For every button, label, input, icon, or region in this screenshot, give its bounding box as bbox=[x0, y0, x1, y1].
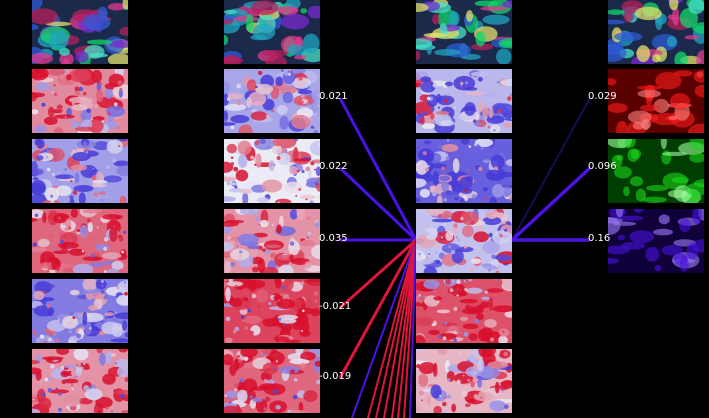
col-a-tile-3-image bbox=[32, 209, 128, 273]
col-a-tile-4 bbox=[32, 279, 128, 343]
col-d-tile-1 bbox=[608, 69, 704, 133]
col-c-tile-5 bbox=[416, 349, 512, 413]
weight-out-label-1: 0.096 bbox=[588, 161, 617, 172]
col-b-tile-5 bbox=[224, 349, 320, 413]
col-c-tile-1-image bbox=[416, 69, 512, 133]
weight-in-label-3: -0.021 bbox=[319, 301, 352, 312]
offscreen-wire-1 bbox=[367, 239, 417, 418]
col-b-tile-1 bbox=[224, 69, 320, 133]
col-a-tile-2-image bbox=[32, 139, 128, 203]
col-c-tile-5-image bbox=[416, 349, 512, 413]
col-c-tile-4-image bbox=[416, 279, 512, 343]
weight-in-wire-1 bbox=[338, 166, 418, 242]
col-b-tile-0-image bbox=[224, 0, 320, 64]
col-a-tile-3 bbox=[32, 209, 128, 273]
col-c-tile-4 bbox=[416, 279, 512, 343]
offscreen-wire-0 bbox=[351, 239, 417, 418]
weight-in-label-4: -0.019 bbox=[319, 371, 352, 382]
col-a-tile-1-image bbox=[32, 69, 128, 133]
offscreen-wire-2 bbox=[375, 239, 417, 418]
col-c-tile-2 bbox=[416, 139, 512, 203]
col-b-tile-2 bbox=[224, 139, 320, 203]
col-a-tile-0 bbox=[32, 0, 128, 64]
weight-out-wire-1 bbox=[510, 166, 592, 242]
col-a-tile-5 bbox=[32, 349, 128, 413]
col-b-tile-2-image bbox=[224, 139, 320, 203]
weight-out-wire-0 bbox=[511, 97, 591, 241]
col-d-tile-2 bbox=[608, 139, 704, 203]
col-d-tile-3-image bbox=[608, 209, 704, 273]
col-d-tile-2-image bbox=[608, 139, 704, 203]
weight-in-wire-0 bbox=[338, 97, 418, 241]
col-d-tile-3 bbox=[608, 209, 704, 273]
col-a-tile-2 bbox=[32, 139, 128, 203]
col-c-tile-3 bbox=[416, 209, 512, 273]
weight-in-wire-4 bbox=[338, 239, 418, 379]
col-a-tile-0-image bbox=[32, 0, 128, 64]
weight-in-wire-3 bbox=[338, 238, 418, 310]
weight-out-label-0: 0.029 bbox=[588, 91, 617, 102]
col-c-tile-2-image bbox=[416, 139, 512, 203]
col-b-tile-1-image bbox=[224, 69, 320, 133]
weight-in-label-1: 0.022 bbox=[319, 161, 348, 172]
col-b-tile-4-image bbox=[224, 279, 320, 343]
col-b-tile-0 bbox=[224, 0, 320, 64]
col-d-tile-1-image bbox=[608, 69, 704, 133]
col-c-tile-0-image bbox=[416, 0, 512, 64]
col-c-tile-3-image bbox=[416, 209, 512, 273]
offscreen-wire-7 bbox=[409, 239, 417, 418]
col-b-tile-3-image bbox=[224, 209, 320, 273]
col-c-tile-1 bbox=[416, 69, 512, 133]
weight-out-label-2: 0.16 bbox=[588, 233, 611, 244]
col-a-tile-1 bbox=[32, 69, 128, 133]
col-a-tile-5-image bbox=[32, 349, 128, 413]
col-b-tile-5-image bbox=[224, 349, 320, 413]
weight-in-label-0: 0.021 bbox=[319, 91, 348, 102]
col-d-tile-0 bbox=[608, 0, 704, 64]
col-a-tile-4-image bbox=[32, 279, 128, 343]
col-d-tile-0-image bbox=[608, 0, 704, 64]
weight-in-label-2: 0.035 bbox=[319, 233, 348, 244]
col-c-tile-0 bbox=[416, 0, 512, 64]
col-b-tile-3 bbox=[224, 209, 320, 273]
offscreen-wire-3 bbox=[383, 239, 417, 418]
col-b-tile-4 bbox=[224, 279, 320, 343]
